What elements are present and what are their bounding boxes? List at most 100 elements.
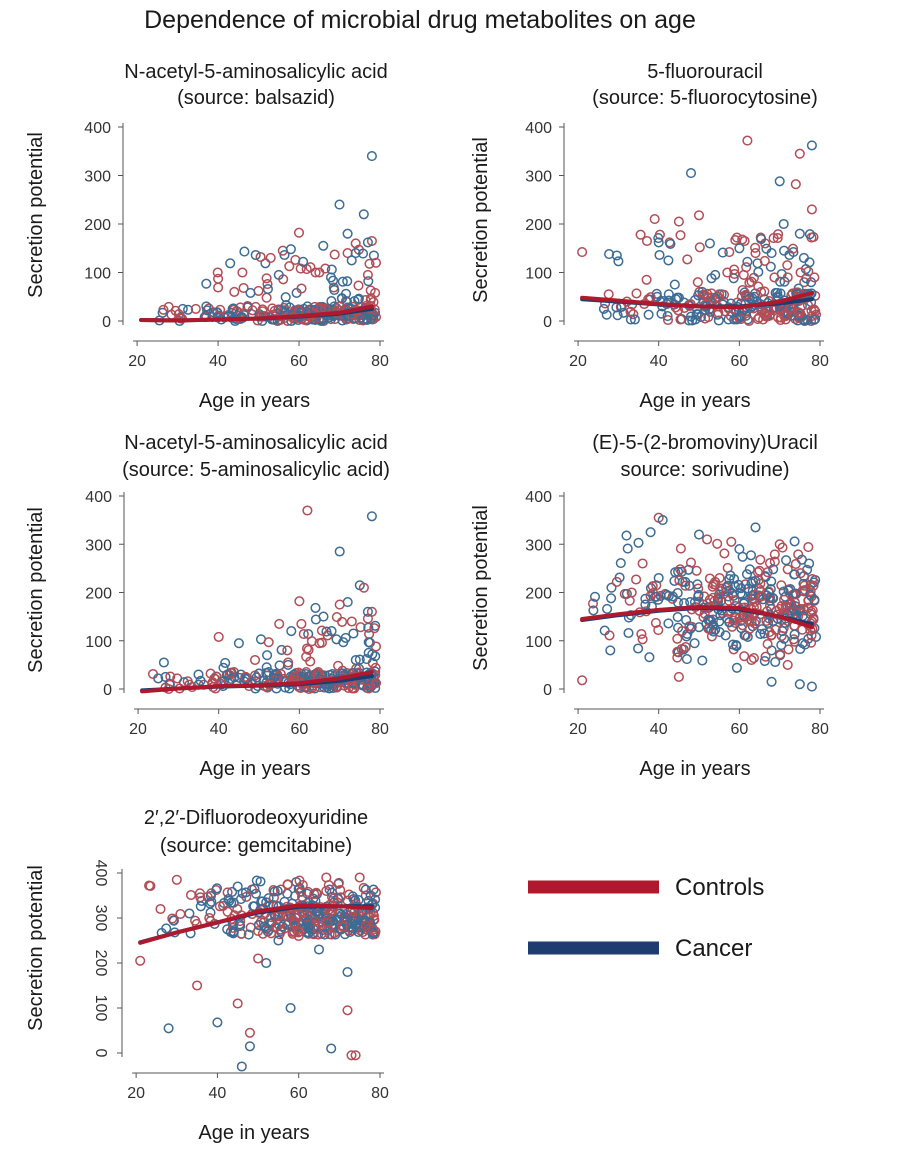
point-controls <box>635 229 646 240</box>
point-cancer <box>633 537 644 548</box>
point-cancer <box>281 299 292 311</box>
point-controls <box>776 630 787 641</box>
panel-aminosalicylic: N-acetyl-5-aminosalicylic acid (source: 5… <box>25 432 390 780</box>
point-cancer <box>681 654 692 665</box>
point-cancer <box>650 591 661 602</box>
point-controls <box>194 888 205 899</box>
point-cancer <box>193 669 204 680</box>
point-controls <box>737 234 748 245</box>
point-controls <box>677 626 688 637</box>
point-controls <box>253 953 264 964</box>
point-cancer <box>326 1043 337 1054</box>
point-controls <box>309 889 320 900</box>
point-cancer <box>737 589 748 600</box>
point-controls <box>370 641 382 652</box>
point-cancer <box>303 921 314 933</box>
point-cancer <box>669 279 680 290</box>
point-controls <box>723 595 734 606</box>
point-cancer <box>302 888 313 899</box>
y-tick-label: 300 <box>92 905 109 932</box>
point-cancer <box>663 618 674 629</box>
y-tick-label: 200 <box>84 217 111 234</box>
point-controls <box>135 955 146 966</box>
point-controls <box>795 267 806 278</box>
point-controls <box>756 591 767 602</box>
point-cancer <box>362 606 373 617</box>
point-controls <box>370 257 382 268</box>
panels: N-acetyl-5-aminosalicylic acid (source: b… <box>25 61 829 1144</box>
point-controls <box>741 262 752 273</box>
panel-title-line: N-acetyl-5-aminosalicylic acid <box>124 61 387 83</box>
point-controls <box>314 638 325 649</box>
point-cancer <box>353 894 364 906</box>
y-axis-label: Secretion potential <box>25 507 47 673</box>
point-controls <box>722 267 733 278</box>
point-controls <box>305 656 316 667</box>
point-cancer <box>326 264 337 275</box>
point-controls <box>794 148 805 159</box>
point-controls <box>337 921 349 933</box>
point-controls <box>777 542 788 553</box>
x-tick-label: 20 <box>127 1085 145 1102</box>
y-tick-label: 0 <box>543 682 552 699</box>
point-controls <box>292 925 303 936</box>
point-controls <box>645 590 656 601</box>
point-cancer <box>789 629 800 640</box>
point-controls <box>362 269 373 280</box>
point-cancer <box>262 283 273 295</box>
legend-label-controls: Controls <box>675 874 764 901</box>
point-cancer <box>333 894 344 905</box>
point-cancer <box>218 662 229 673</box>
point-cancer <box>228 926 239 937</box>
point-controls <box>762 639 773 650</box>
point-cancer <box>183 304 194 315</box>
point-controls <box>353 280 364 291</box>
point-cancer <box>790 588 801 599</box>
point-controls <box>293 227 305 238</box>
x-axis-label: Age in years <box>639 390 750 412</box>
point-cancer <box>327 915 338 926</box>
point-cancer <box>798 252 809 263</box>
point-cancer <box>239 246 250 257</box>
point-cancer <box>640 599 651 610</box>
point-controls <box>680 641 691 653</box>
point-cancer <box>640 593 651 604</box>
panel-title-line: (source: balsazid) <box>177 87 335 109</box>
point-cancer <box>273 269 284 280</box>
x-tick-label: 80 <box>371 721 389 738</box>
point-controls <box>213 631 224 642</box>
point-cancer <box>742 256 753 267</box>
point-controls <box>165 671 176 682</box>
point-cancer <box>708 626 719 637</box>
trend-line-controls <box>140 670 374 694</box>
point-cancer <box>750 522 761 533</box>
point-cancer <box>741 569 753 580</box>
point-controls <box>369 623 380 634</box>
panel-title-line: (source: gemcitabine) <box>160 835 352 857</box>
point-controls <box>662 314 674 326</box>
point-controls <box>774 603 785 614</box>
point-controls <box>773 229 784 240</box>
point-cancer <box>338 637 349 648</box>
point-controls <box>370 678 382 689</box>
point-cancer <box>710 269 721 280</box>
point-controls <box>360 890 371 901</box>
y-tick-label: 400 <box>84 120 111 137</box>
point-cancer <box>202 305 213 316</box>
point-controls <box>284 261 295 272</box>
point-cancer <box>235 894 247 905</box>
point-cancer <box>342 966 353 978</box>
y-tick-label: 200 <box>85 586 112 603</box>
point-controls <box>302 505 313 516</box>
point-controls <box>673 671 684 682</box>
point-cancer <box>350 654 361 666</box>
point-controls <box>354 872 365 883</box>
point-controls <box>760 651 771 662</box>
point-controls <box>782 272 793 283</box>
point-cancer <box>220 657 231 668</box>
point-controls <box>781 310 792 321</box>
point-controls <box>225 668 236 679</box>
point-cancer <box>761 590 772 601</box>
point-controls <box>298 628 309 640</box>
point-controls <box>268 885 279 896</box>
